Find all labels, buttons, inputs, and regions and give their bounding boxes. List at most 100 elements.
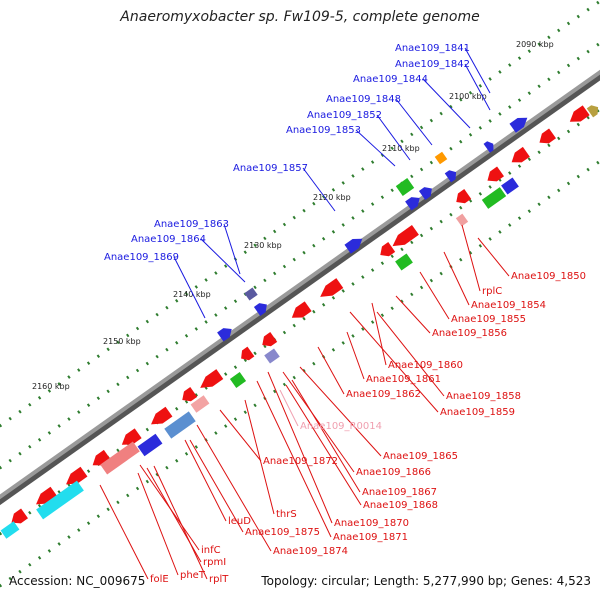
label-anae109-1841: Anae109_1841 [395, 43, 470, 54]
leader-anae109-1871 [256, 380, 332, 538]
guide-ring-1 [0, 0, 600, 428]
forward-purple-gene [244, 287, 258, 301]
leader-thrs [244, 399, 275, 515]
leader-anae109-1869 [173, 256, 206, 319]
label-anae109-1875: Anae109_1875 [245, 527, 320, 538]
leader-phet [137, 472, 179, 576]
leader-anae109-1852 [376, 114, 411, 161]
label-anae109-1856: Anae109_1856 [432, 328, 507, 339]
leader-anae109-1858 [376, 311, 445, 397]
gene-labels: Anae109_1841 Anae109_1842 Anae109_1844 Anae… [104, 43, 586, 585]
reverse-gene-8 [320, 278, 344, 297]
reverse-gene-14 [151, 406, 173, 425]
scale-label-2140-kbp: 2140 kbp [173, 290, 211, 299]
reverse-gene-3 [511, 146, 530, 163]
label-leud: leuD [228, 516, 251, 527]
reverse-gene-12 [200, 369, 224, 388]
scale-label-2160-kbp: 2160 kbp [32, 382, 70, 391]
leader-anae109-r0014 [279, 389, 299, 427]
label-anae109-1868: Anae109_1868 [363, 500, 438, 511]
scale-label-2130-kbp: 2130 kbp [244, 241, 282, 250]
leader-anae109-1842 [464, 63, 491, 111]
reverse-gene-4 [487, 166, 504, 182]
forward-gene-7 [253, 303, 267, 316]
label-anae109-1871: Anae109_1871 [333, 532, 408, 543]
label-anae109-1872: Anae109_1872 [263, 456, 338, 467]
label-anae109-1855: Anae109_1855 [451, 314, 526, 325]
accession-text: Accession: NC_009675 [9, 574, 146, 588]
label-anae109-1874: Anae109_1874 [273, 546, 348, 557]
reverse-gene-1 [569, 105, 590, 122]
reverse-gene-2 [539, 128, 556, 144]
leader-anae109-1864 [200, 238, 246, 283]
label-anae109-1866: Anae109_1866 [356, 467, 431, 478]
label-fole: folE [150, 574, 169, 585]
reverse-gene-10 [262, 332, 278, 347]
reverse-cyan-block [36, 480, 84, 520]
leader-anae109-1874 [196, 424, 272, 552]
leader-anae109-1865 [299, 366, 382, 457]
leader-anae109-1875 [189, 439, 244, 533]
label-anae109-1853: Anae109_1853 [286, 125, 361, 136]
reverse-gene-13 [182, 387, 198, 402]
label-anae109-1864: Anae109_1864 [131, 234, 206, 245]
label-anae109-1859: Anae109_1859 [440, 407, 515, 418]
label-anae109-1863: Anae109_1863 [154, 219, 229, 230]
scale-label-2120-kbp: 2120 kbp [313, 193, 351, 202]
label-anae109-r0014: Anae109_R0014 [300, 421, 382, 432]
forward-gene-4 [405, 197, 420, 211]
label-anae109-1867: Anae109_1867 [362, 487, 437, 498]
scale-label-2090-kbp: 2090 kbp [516, 40, 554, 49]
leader-anae109-1868 [285, 384, 362, 506]
leader-rplc [461, 224, 481, 292]
forward-gene-6 [344, 238, 363, 254]
label-anae109-1862: Anae109_1862 [346, 389, 421, 400]
reverse-gene-5 [456, 189, 472, 204]
label-rplt: rplT [209, 574, 229, 585]
label-anae109-1852: Anae109_1852 [307, 110, 382, 121]
leader-anae109-1841 [464, 47, 491, 94]
leader-anae109-1850 [477, 237, 510, 277]
reverse-gene-6 [392, 225, 419, 247]
backbone-shadow [0, 71, 600, 506]
leader-fole [99, 484, 149, 580]
reverse-gene-11 [241, 346, 255, 361]
leader-anae109-1857 [302, 167, 336, 212]
reverse-gene-15 [121, 428, 142, 445]
label-anae109-1842: Anae109_1842 [395, 59, 470, 70]
label-anae109-1870: Anae109_1870 [334, 518, 409, 529]
label-anae109-1869: Anae109_1869 [104, 252, 179, 263]
leader-anae109-1854 [443, 251, 470, 306]
label-anae109-1850: Anae109_1850 [511, 271, 586, 282]
scale-labels: 2090 kbp 2100 kbp 2110 kbp 2120 kbp 2130 kbp… [32, 40, 554, 391]
forward-gene-5 [418, 187, 432, 200]
label-infc: infC [201, 545, 221, 556]
reverse-blue-gene-2 [137, 433, 163, 457]
forward-gene-2 [483, 141, 494, 153]
reverse-steel-gene-1 [164, 411, 196, 439]
leader-anae109-1844 [422, 78, 471, 129]
leader-anae109-1856 [395, 295, 431, 334]
leader-anae109-1872 [219, 409, 262, 462]
forward-gene-1 [509, 117, 528, 133]
leader-anae109-1853 [355, 129, 396, 167]
leader-anae109-1866 [282, 371, 355, 473]
forward-green-gene [395, 178, 415, 196]
leader-anae109-1855 [419, 271, 450, 320]
reverse-gene-9 [291, 301, 312, 318]
reverse-lavender-gene [264, 348, 280, 364]
label-phet: pheT [180, 570, 206, 581]
genome-summary-text: Topology: circular; Length: 5,277,990 bp… [261, 574, 591, 588]
reverse-pink-gene [190, 395, 210, 413]
backbone-line [0, 69, 600, 500]
label-anae109-1860: Anae109_1860 [388, 360, 463, 371]
reverse-gene-19 [11, 508, 28, 524]
label-anae109-1858: Anae109_1858 [446, 391, 521, 402]
reverse-rna-gene [455, 213, 469, 227]
backbone-ring [0, 69, 600, 506]
reverse-green-gene-2 [395, 253, 413, 271]
reverse-gene-17 [66, 466, 88, 485]
reverse-green-gene-3 [229, 372, 247, 388]
label-anae109-1857: Anae109_1857 [233, 163, 308, 174]
